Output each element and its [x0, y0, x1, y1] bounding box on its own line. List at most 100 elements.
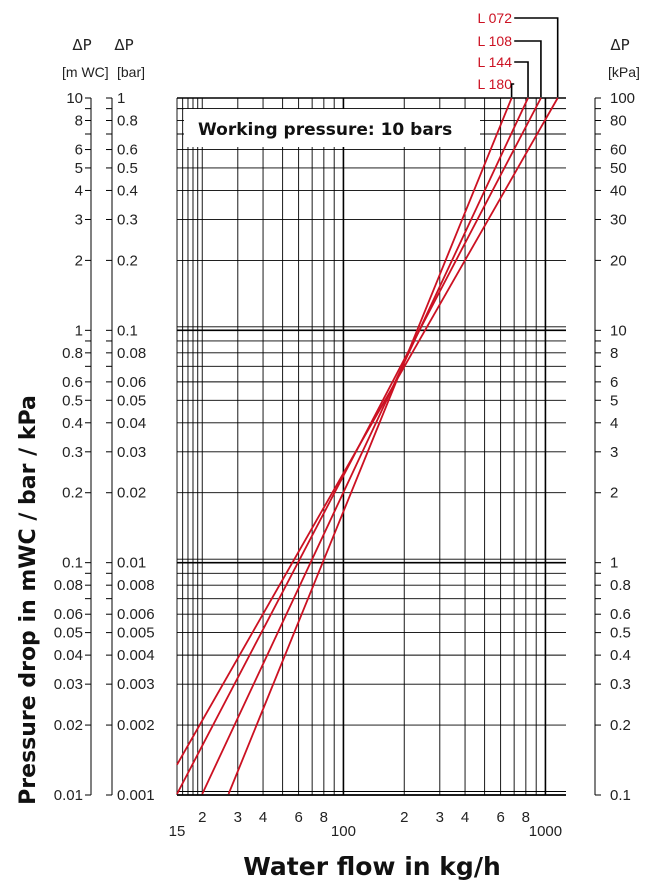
series-leader-line	[514, 40, 542, 97]
y-tick-label-mwc: 10	[66, 90, 83, 107]
y-tick-label-kpa: 20	[610, 252, 627, 269]
series-leader-line	[510, 83, 515, 97]
y-tick-label-bar: 1	[117, 90, 125, 107]
y-tick-label-bar: 0.006	[117, 606, 155, 623]
y-tick-label-bar: 0.003	[117, 676, 155, 693]
y-tick-label-bar: 0.2	[117, 252, 138, 269]
y-tick-label-kpa: 4	[610, 415, 618, 432]
series-label-l-072: L 072	[477, 10, 512, 26]
y-tick-label-mwc: 3	[75, 211, 83, 228]
y-tick-label-mwc: 0.5	[62, 392, 83, 409]
y-tick-label-mwc: 2	[75, 252, 83, 269]
y-axis-title: Pressure drop in mWC / bar / kPa	[16, 395, 41, 805]
y-tick-label-kpa: 0.6	[610, 606, 631, 623]
y-tick-label-bar: 0.05	[117, 392, 146, 409]
y-tick-label-kpa: 2	[610, 485, 618, 502]
x-tick-label: 3	[436, 809, 444, 826]
y-tick-label-bar: 0.3	[117, 211, 138, 228]
y-tick-label-kpa: 30	[610, 211, 627, 228]
x-tick-label: 1000	[529, 823, 562, 840]
y-tick-label-mwc: 0.1	[62, 555, 83, 572]
y-tick-label-kpa: 1	[610, 555, 618, 572]
y-tick-label-kpa: 0.4	[610, 647, 631, 664]
series-line-l-108	[176, 97, 542, 795]
annotation-text: Working pressure: 10 bars	[198, 120, 452, 140]
y-tick-label-bar: 0.008	[117, 577, 155, 594]
y-tick-label-kpa: 6	[610, 374, 618, 391]
x-tick-label: 4	[259, 809, 267, 826]
annotation-box	[184, 109, 480, 147]
y-tick-label-bar: 0.06	[117, 374, 146, 391]
y-tick-label-mwc: 0.08	[54, 577, 83, 594]
y-tick-label-bar: 0.005	[117, 625, 155, 642]
y-tick-label-kpa: 80	[610, 113, 627, 130]
y-axis-header-unit-kpa: [kPa]	[608, 64, 640, 80]
series-label-l-108: L 108	[477, 33, 512, 49]
y-tick-label-bar: 0.04	[117, 415, 146, 432]
y-tick-label-mwc: 4	[75, 182, 83, 199]
y-tick-label-bar: 0.6	[117, 142, 138, 159]
series-label-l-144: L 144	[477, 54, 512, 70]
y-tick-label-mwc: 6	[75, 142, 83, 159]
y-tick-label-bar: 0.004	[117, 647, 155, 664]
y-tick-label-mwc: 5	[75, 160, 83, 177]
x-axis-title: Water flow in kg/h	[243, 852, 501, 881]
y-tick-label-kpa: 10	[610, 322, 627, 339]
y-tick-label-kpa: 40	[610, 182, 627, 199]
series-label-l-180: L 180	[477, 76, 512, 92]
x-tick-label: 8	[522, 809, 530, 826]
series-leader-line	[514, 17, 559, 97]
x-tick-label: 8	[320, 809, 328, 826]
y-tick-label-kpa: 50	[610, 160, 627, 177]
y-tick-label-bar: 0.002	[117, 717, 155, 734]
y-tick-label-kpa: 0.3	[610, 676, 631, 693]
y-tick-label-bar: 0.8	[117, 113, 138, 130]
y-tick-label-kpa: 0.1	[610, 787, 631, 804]
x-tick-label: 4	[461, 809, 469, 826]
axes	[85, 97, 601, 796]
y-tick-label-kpa: 0.2	[610, 717, 631, 734]
x-tick-label: 6	[496, 809, 504, 826]
y-tick-label-mwc: 0.05	[54, 625, 83, 642]
y-tick-label-kpa: 100	[610, 90, 635, 107]
y-tick-label-bar: 0.08	[117, 345, 146, 362]
y-tick-label-mwc: 0.8	[62, 345, 83, 362]
y-tick-label-kpa: 3	[610, 444, 618, 461]
y-tick-label-bar: 0.5	[117, 160, 138, 177]
y-tick-label-bar: 0.1	[117, 322, 138, 339]
y-axis-header-symbol-kpa: ΔP	[610, 36, 629, 54]
y-tick-label-kpa: 8	[610, 345, 618, 362]
series-line-l-180	[227, 97, 513, 795]
y-tick-label-kpa: 60	[610, 142, 627, 159]
y-tick-label-mwc: 0.03	[54, 676, 83, 693]
series-lines	[176, 97, 559, 795]
y-tick-label-mwc: 0.04	[54, 647, 83, 664]
x-tick-label: 15	[169, 823, 186, 840]
y-tick-label-mwc: 0.3	[62, 444, 83, 461]
x-tick-label: 6	[294, 809, 302, 826]
y-axis-header-unit-mwc: [m WC]	[62, 64, 109, 80]
y-tick-label-mwc: 0.2	[62, 485, 83, 502]
y-tick-label-mwc: 0.6	[62, 374, 83, 391]
y-tick-label-bar: 0.001	[117, 787, 155, 804]
tick-labels: 1086543210.80.60.50.40.30.20.10.080.060.…	[54, 10, 640, 840]
y-tick-label-mwc: 8	[75, 113, 83, 130]
x-tick-label: 3	[234, 809, 242, 826]
x-tick-label: 100	[331, 823, 356, 840]
y-tick-label-mwc: 0.01	[54, 787, 83, 804]
x-tick-label: 2	[400, 809, 408, 826]
y-tick-label-bar: 0.4	[117, 182, 138, 199]
y-tick-label-bar: 0.02	[117, 485, 146, 502]
y-tick-label-mwc: 0.4	[62, 415, 83, 432]
y-axis-header-symbol-bar: ΔP	[114, 36, 133, 54]
y-tick-label-mwc: 0.02	[54, 717, 83, 734]
grid	[176, 97, 566, 796]
y-tick-label-bar: 0.03	[117, 444, 146, 461]
series-leader-line	[514, 61, 529, 97]
y-tick-label-kpa: 0.5	[610, 625, 631, 642]
y-tick-label-kpa: 0.8	[610, 577, 631, 594]
y-axis-header-unit-bar: [bar]	[117, 64, 145, 80]
y-tick-label-mwc: 1	[75, 322, 83, 339]
y-axis-header-symbol-mwc: ΔP	[72, 36, 91, 54]
